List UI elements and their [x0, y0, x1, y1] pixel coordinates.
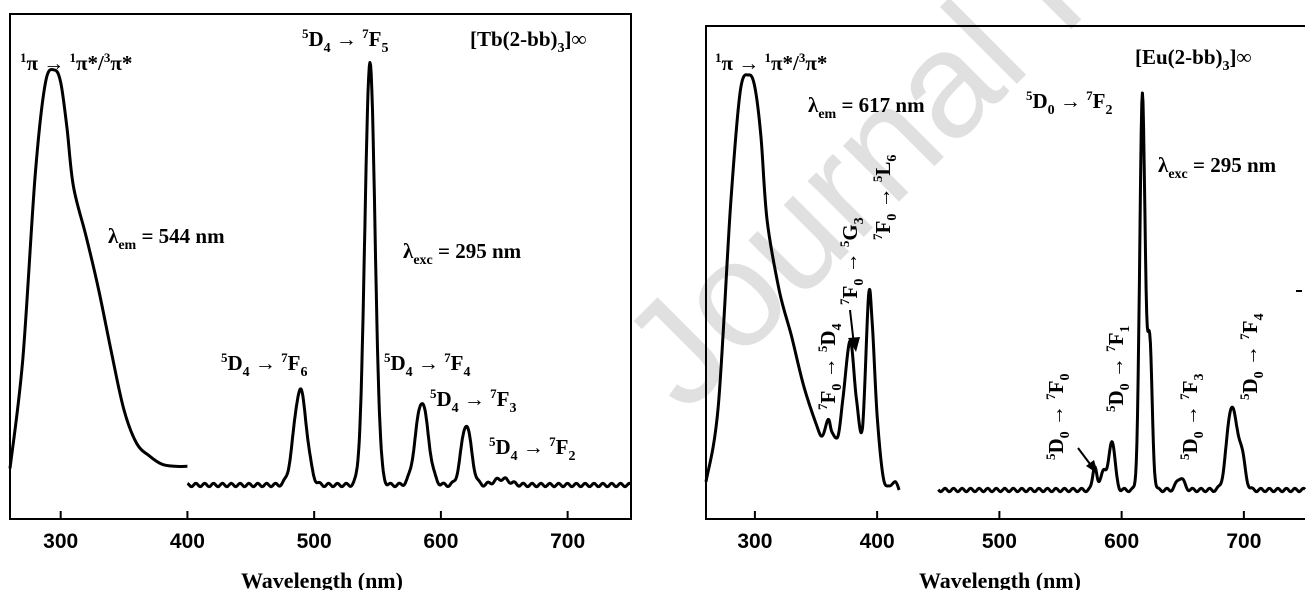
annotation-7f0-5g3: 7F0 → 5G3 — [837, 217, 867, 305]
svg-text:7F0 → 5D4: 7F0 → 5D4 — [815, 324, 845, 411]
annotation-5d0-7f2: 5D0 → 7F2 — [1026, 88, 1113, 118]
annotation-pi: 1π → 1π*/3π* — [20, 50, 132, 75]
svg-text:5D4 → 7F4: 5D4 → 7F4 — [384, 350, 471, 380]
annotation-5d0-7f4: 5D0 → 7F4 — [1237, 314, 1267, 401]
annotation-5d0-7f0: 5D0 → 7F0 — [1043, 374, 1073, 461]
svg-text:λem = 617 nm: λem = 617 nm — [808, 93, 925, 122]
series-excitation-line — [704, 73, 901, 491]
annotation-7f0-5d4: 7F0 → 5D4 — [815, 324, 845, 411]
svg-text:7F0 → 5G3: 7F0 → 5G3 — [837, 217, 867, 305]
svg-text:5D0 → 7F0: 5D0 → 7F0 — [1043, 374, 1073, 461]
svg-text:5D4 → 7F6: 5D4 → 7F6 — [221, 350, 308, 380]
annotation-7f0-5l6: 7F0 → 5L6 — [870, 155, 900, 240]
annotation-5d0-7f1: 5D0 → 7F1 — [1103, 326, 1133, 413]
svg-text:1π → 1π*/3π*: 1π → 1π*/3π* — [20, 50, 132, 75]
series-excitation-line — [8, 67, 188, 469]
annotation-5d4-7f2: 5D4 → 7F2 — [489, 434, 576, 464]
x-axis-ticks: 300 400 500 600 700 — [43, 511, 585, 553]
x-tick-label: 700 — [550, 530, 585, 553]
plot-frame — [9, 13, 632, 520]
x-tick-label: 400 — [170, 530, 205, 553]
annotation-5d4-7f6: 5D4 → 7F6 — [221, 350, 308, 380]
svg-text:5D4 → 7F3: 5D4 → 7F3 — [430, 386, 517, 416]
arrow-head — [848, 337, 860, 352]
svg-text:5D0 → 7F3: 5D0 → 7F3 — [1177, 374, 1207, 461]
annotation-pi: 1π → 1π*/3π* — [715, 50, 827, 75]
chart-title-tail: ]∞ — [1230, 45, 1252, 69]
x-tick-label: 400 — [860, 530, 895, 553]
annotation-5d0-7f3: 5D0 → 7F3 — [1177, 374, 1207, 461]
svg-text:λem = 544 nm: λem = 544 nm — [108, 224, 225, 253]
svg-text:7F0 → 5L6: 7F0 → 5L6 — [870, 155, 900, 240]
svg-text:λexc = 295 nm: λexc = 295 nm — [403, 239, 522, 268]
x-tick-label: 300 — [737, 530, 772, 553]
chart-title-main: [Tb(2-bb) — [470, 27, 558, 51]
chart-title: [Eu(2-bb)3]∞ — [1135, 45, 1252, 74]
chart-panel-tb: 300 400 500 600 700 Wavelength (nm) [Tb(2-bb… — [8, 13, 633, 590]
x-tick-label: 300 — [43, 530, 78, 553]
chart-title-tail: ]∞ — [565, 27, 587, 51]
x-tick-label: 500 — [297, 530, 332, 553]
svg-text:5D0 → 7F2: 5D0 → 7F2 — [1026, 88, 1113, 118]
svg-text:1π → 1π*/3π*: 1π → 1π*/3π* — [715, 50, 827, 75]
chart-panel-eu: 300 400 500 600 700 Wavelength (nm) [Eu(2-bb… — [704, 25, 1307, 590]
series-emission-line — [937, 91, 1307, 494]
x-tick-label: 500 — [982, 530, 1017, 553]
svg-text:5D0 → 7F1: 5D0 → 7F1 — [1103, 326, 1133, 413]
svg-text:λexc = 295 nm: λexc = 295 nm — [1158, 153, 1277, 182]
chart-title-main: [Eu(2-bb) — [1135, 45, 1223, 69]
chart-title: [Tb(2-bb)3]∞ — [470, 27, 587, 56]
annotation-5d4-7f3: 5D4 → 7F3 — [430, 386, 517, 416]
annotation-lambda-em: λem = 617 nm — [808, 93, 925, 122]
x-tick-label: 700 — [1226, 530, 1261, 553]
arrow-head — [1086, 460, 1098, 474]
annotation-lambda-exc: λexc = 295 nm — [1158, 153, 1277, 182]
x-axis-title: Wavelength (nm) — [919, 568, 1081, 590]
chart-title-sub: 3 — [558, 41, 565, 56]
svg-text:5D4 → 7F5: 5D4 → 7F5 — [302, 26, 389, 56]
chart-title-sub: 3 — [1223, 59, 1230, 74]
x-tick-label: 600 — [1104, 530, 1139, 553]
svg-text:5D0 → 7F4: 5D0 → 7F4 — [1237, 314, 1267, 401]
x-axis-title: Wavelength (nm) — [241, 568, 403, 590]
svg-text:5D4 → 7F2: 5D4 → 7F2 — [489, 434, 576, 464]
x-axis-ticks: 300 400 500 600 700 — [737, 511, 1261, 553]
annotation-lambda-exc: λexc = 295 nm — [403, 239, 522, 268]
x-tick-label: 600 — [423, 530, 458, 553]
annotation-lambda-em: λem = 544 nm — [108, 224, 225, 253]
annotation-5d4-7f4: 5D4 → 7F4 — [384, 350, 471, 380]
annotation-5d4-7f5: 5D4 → 7F5 — [302, 26, 389, 56]
series-emission-line — [186, 61, 633, 489]
plot-frame — [705, 25, 1305, 520]
